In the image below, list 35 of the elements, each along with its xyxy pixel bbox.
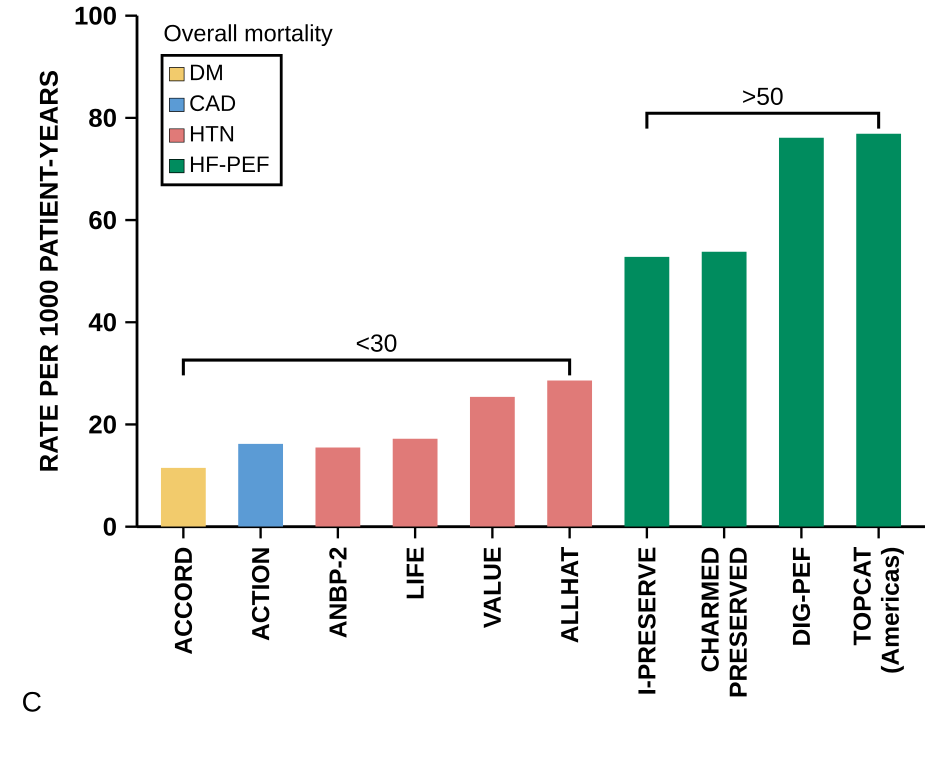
legend-label: CAD xyxy=(190,95,236,111)
legend-title: Overall mortality xyxy=(164,24,333,46)
y-tick-label: 100 xyxy=(76,6,116,25)
bar xyxy=(315,447,360,527)
bar xyxy=(547,380,592,527)
x-tick-label: ACTION xyxy=(252,548,270,640)
legend-label: DM xyxy=(190,64,222,80)
y-tick-label: 0 xyxy=(104,517,116,536)
y-axis-title: RATE PER 1000 PATIENT-YEARS xyxy=(40,70,58,471)
annotation: >50 xyxy=(743,87,783,105)
bar xyxy=(778,138,824,527)
x-tick-label: I-PRESERVE xyxy=(638,547,656,694)
x-tick-label: VALUE xyxy=(484,547,501,628)
x-tick-label: CHARMED PRESERVED xyxy=(701,548,747,696)
x-tick-label: ALLHAT xyxy=(561,546,578,642)
x-tick-label: DIG-PEF xyxy=(792,547,810,645)
bar xyxy=(702,252,747,527)
legend-label: HF-PEF xyxy=(190,156,269,172)
bar xyxy=(470,396,515,527)
legend-label: HTN xyxy=(190,126,234,142)
bar xyxy=(392,438,438,527)
y-tick-label: 60 xyxy=(89,210,116,230)
x-tick-label: ACCORD xyxy=(174,548,192,654)
bar xyxy=(624,256,670,527)
bar xyxy=(238,444,284,527)
x-tick-label: LIFE xyxy=(406,547,424,598)
y-tick-label: 20 xyxy=(89,415,116,434)
x-tick-label: TOPCAT (Americas) xyxy=(853,546,904,672)
text: C xyxy=(23,692,41,712)
x-tick-label: ANBP-2 xyxy=(329,548,346,638)
y-tick-label: 80 xyxy=(89,108,116,127)
annotation: <30 xyxy=(356,334,396,352)
y-tick-label: 40 xyxy=(88,313,116,332)
bar xyxy=(160,468,206,527)
bar xyxy=(856,134,902,527)
